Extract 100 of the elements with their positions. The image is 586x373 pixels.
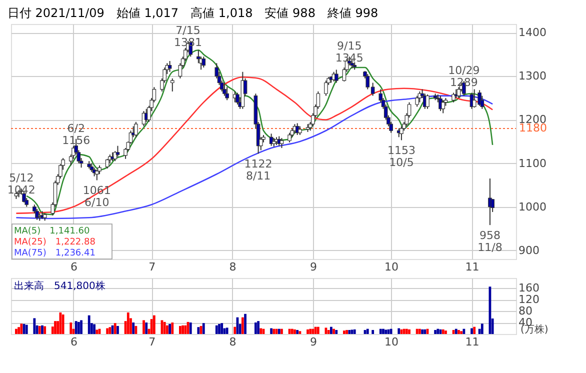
- candlestick: [288, 132, 292, 143]
- annotation: 1153 10/5: [387, 144, 416, 170]
- bar: [215, 325, 218, 334]
- bar: [460, 331, 463, 334]
- bar: [226, 328, 228, 334]
- bar: [379, 328, 382, 334]
- bar: [18, 327, 20, 334]
- chart-title: 日付 2021/11/09 始値 1,017 高値 1,018 安値 988 終値 998: [7, 6, 378, 20]
- bar: [132, 322, 135, 334]
- bar: [480, 324, 484, 334]
- bar: [77, 322, 80, 334]
- bar: [346, 330, 348, 334]
- annotation: 9/15 1345: [335, 40, 364, 65]
- bar: [74, 321, 78, 334]
- candlestick: [334, 69, 338, 84]
- candlestick: [225, 86, 229, 101]
- bar: [166, 325, 168, 334]
- bar: [278, 328, 280, 334]
- text: MA(25) 1,222.88: [14, 238, 96, 248]
- x-tick-label: 6: [70, 336, 78, 348]
- bar: [382, 328, 384, 334]
- bar: [296, 330, 299, 334]
- bar: [270, 328, 273, 334]
- bar: [96, 330, 98, 334]
- bar: [424, 329, 426, 334]
- bar: [384, 330, 388, 334]
- candlestick: [202, 56, 206, 68]
- bar: [182, 325, 184, 334]
- annotation: 958 11/8: [478, 229, 502, 254]
- bar: [436, 328, 440, 334]
- bar: [145, 322, 148, 334]
- y-tick-label: 1300: [518, 70, 546, 83]
- bar: [179, 326, 182, 334]
- bar: [218, 324, 220, 334]
- bar: [473, 326, 476, 334]
- bar: [197, 327, 200, 334]
- bar: [220, 323, 224, 334]
- bar: [116, 326, 119, 334]
- candlestick: [105, 158, 110, 169]
- bar: [93, 324, 96, 334]
- bar: [241, 317, 244, 334]
- annotation: 7/15 1381: [174, 24, 202, 49]
- bar: [434, 330, 437, 334]
- bar: [70, 322, 72, 334]
- bar: [442, 329, 444, 334]
- bar: [134, 326, 138, 334]
- y-tick-label: 1400: [518, 26, 546, 40]
- bar: [254, 322, 257, 334]
- bar: [202, 323, 205, 334]
- candlestick: [441, 100, 446, 114]
- candlestick: [170, 78, 174, 92]
- annotation: 10/29 1289: [448, 64, 480, 90]
- bar: [62, 314, 64, 334]
- candlestick: [324, 80, 328, 96]
- bar: [387, 329, 390, 334]
- annotation: 5/12 1042: [7, 172, 36, 196]
- bar: [418, 328, 421, 334]
- bar: [20, 324, 23, 334]
- candlestick: [222, 82, 226, 96]
- bar: [184, 325, 187, 334]
- bar: [168, 324, 171, 334]
- bar: [25, 324, 28, 334]
- bar: [327, 330, 330, 334]
- bar: [462, 328, 466, 334]
- bar: [342, 330, 346, 334]
- bar: [152, 315, 156, 334]
- bar: [458, 330, 460, 334]
- bar: [421, 329, 424, 334]
- bar: [41, 325, 44, 334]
- bar: [244, 314, 246, 334]
- bar: [171, 322, 174, 334]
- bar: [80, 320, 82, 334]
- bar: [353, 329, 356, 334]
- bar: [150, 319, 153, 334]
- bar: [405, 328, 408, 334]
- bar: [372, 330, 374, 334]
- bar: [33, 318, 36, 334]
- candlestick: [116, 145, 120, 158]
- text: MA(75) 1,236.41: [14, 248, 96, 258]
- annotation: 1122 8/11: [244, 158, 272, 183]
- x-tick-label: 9: [310, 260, 317, 274]
- bar: [348, 330, 351, 334]
- bar: [444, 330, 447, 334]
- x-tick-label: 11: [465, 260, 480, 274]
- bar: [38, 326, 41, 334]
- annotation: 6/2 1156: [62, 122, 90, 147]
- x-tick-label: 8: [229, 260, 236, 274]
- bar: [390, 328, 392, 334]
- candlestick: [452, 92, 456, 103]
- annotation: 出来高 541,800株: [14, 280, 106, 292]
- candlestick: [415, 95, 419, 108]
- y-tick-label: 1100: [518, 156, 546, 170]
- bar: [126, 312, 130, 334]
- bar: [88, 315, 90, 334]
- bar: [309, 328, 312, 334]
- y-tick-label: 160: [518, 282, 540, 295]
- x-tick-label: 8: [229, 336, 236, 348]
- bar: [408, 329, 410, 334]
- x-tick-label: 10: [384, 336, 399, 348]
- x-tick-label: 11: [465, 336, 480, 348]
